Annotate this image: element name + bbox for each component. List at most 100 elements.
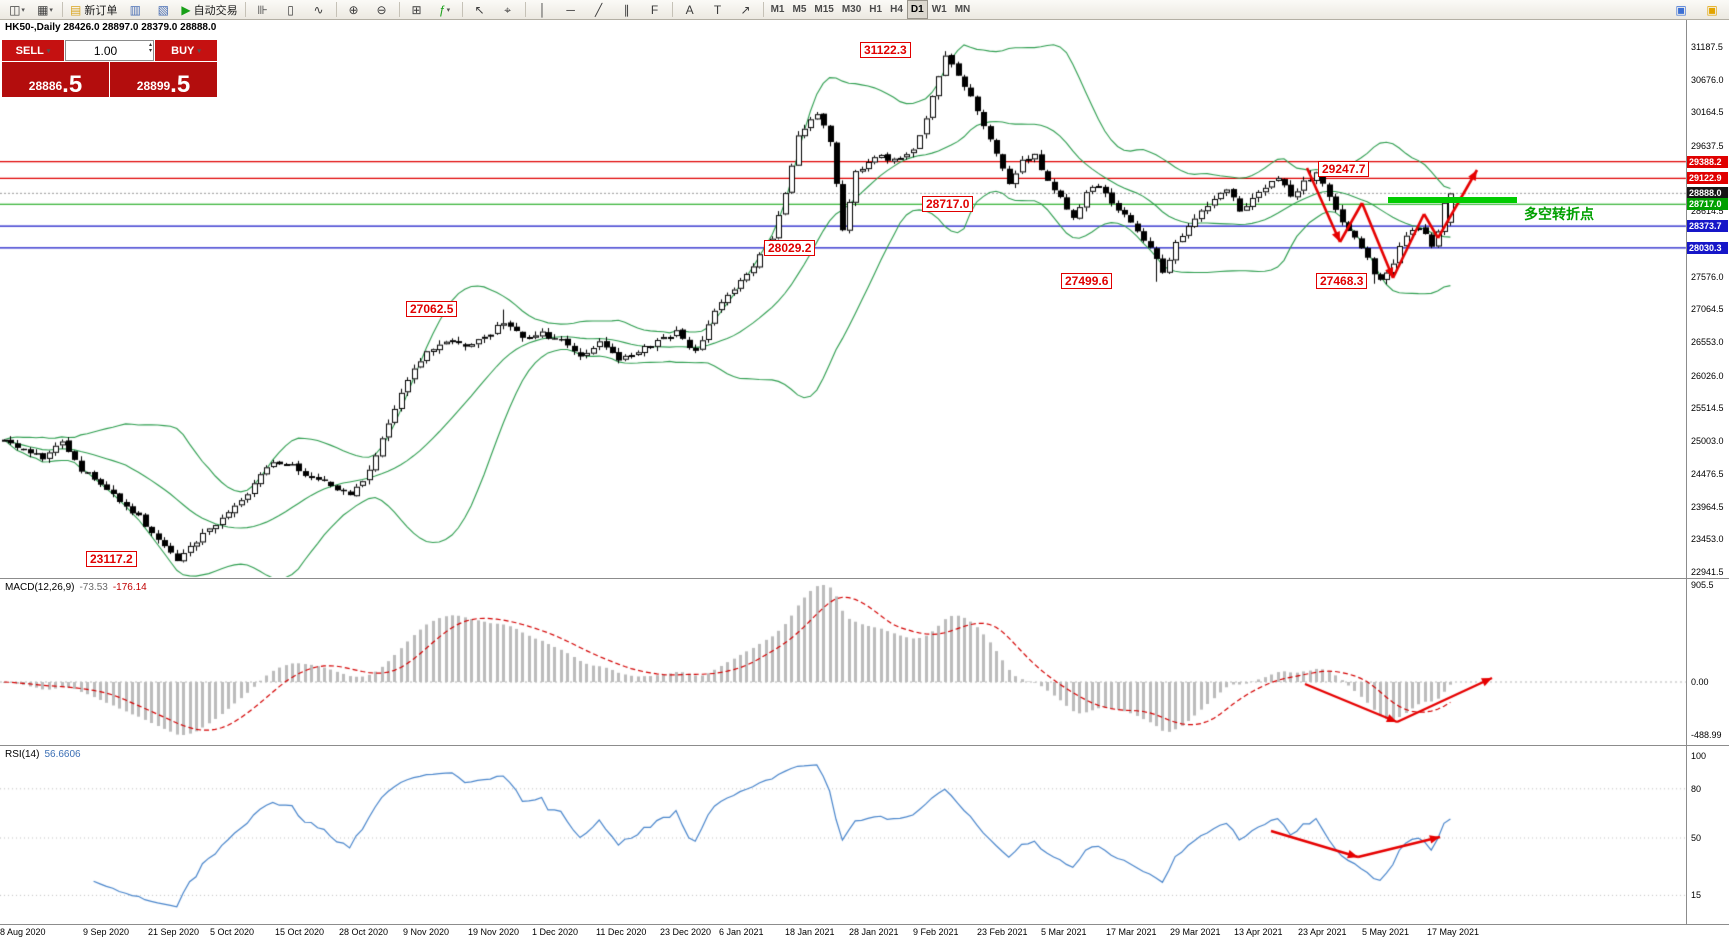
new-order-button[interactable]: ▤ 新订单 [67, 1, 120, 19]
crosshair-button[interactable]: ⌖ [495, 1, 521, 19]
price-swing-label[interactable]: 31122.3 [860, 42, 911, 58]
vertical-line-button[interactable]: │ [530, 1, 556, 19]
toolbar-separator [524, 2, 526, 17]
time-axis-label: 28 Jan 2021 [849, 927, 899, 937]
panel-separator[interactable] [0, 745, 1729, 746]
buy-button[interactable]: BUY ▾ [155, 40, 217, 61]
price-axis-label: 26553.0 [1691, 337, 1724, 347]
zoom-out-button[interactable]: ⊖ [369, 1, 395, 19]
zoom-in-button[interactable]: ⊕ [341, 1, 367, 19]
toolbar-separator [461, 2, 463, 17]
panel-separator[interactable] [0, 578, 1729, 579]
text-label-button[interactable]: T [705, 1, 731, 19]
zoom-out-icon: ⊖ [376, 2, 387, 17]
chevron-down-icon: ▾ [49, 6, 53, 14]
cursor-button[interactable]: ↖ [467, 1, 493, 19]
horizontal-line-button[interactable]: ─ [558, 1, 584, 19]
alert-icon-glyph: ▣ [1706, 2, 1718, 17]
timeframe-mn-button[interactable]: MN [951, 1, 975, 18]
alert-icon[interactable]: ▣ [1699, 1, 1725, 19]
main-toolbar: ◫ ▾ ▦ ▾ ▤ 新订单 ▥ ▧ ▶ 自动交易 ⊪ ▯ ∿ ⊕ ⊖ ⊞ ƒ ▾ ↖ ⌖ │ ─ ╱ ∥ F A T ↗ M1 M5 M15… [0, 0, 1729, 20]
equidistant-channel-icon: ∥ [623, 2, 630, 17]
timeframe-m1-button[interactable]: M1 [767, 1, 789, 18]
chart-profile-icon-glyph: ▣ [1675, 2, 1687, 17]
timeframe-m30-button[interactable]: M30 [838, 1, 865, 18]
timeframe-h4-button-label: H4 [890, 4, 903, 15]
chart-profile-icon[interactable]: ▣ [1668, 1, 1694, 19]
timeframe-m15-button[interactable]: M15 [810, 1, 837, 18]
price-axis-label: 25514.5 [1691, 403, 1724, 414]
chart-profiles-button[interactable]: ▦ ▾ [32, 1, 58, 19]
price-swing-label[interactable]: 28029.2 [764, 240, 816, 256]
time-axis-label: 6 Jan 2021 [719, 927, 764, 937]
market-watch-button[interactable]: ▥ [122, 1, 148, 19]
price-axis-label: 25003.0 [1691, 435, 1724, 446]
price-swing-label[interactable]: 23117.2 [86, 551, 137, 567]
indicators-button[interactable]: ƒ ▾ [432, 1, 458, 19]
price-axis-label: 30676.0 [1691, 74, 1724, 85]
chevron-down-icon: ▾ [21, 6, 25, 14]
chart-profiles-icon: ▦ [37, 2, 49, 17]
text-icon: A [685, 2, 694, 17]
toolbar-separator [671, 2, 673, 17]
text-button[interactable]: A [677, 1, 703, 19]
macd-indicator-label: MACD(12,26,9) -73.53 -176.14 [5, 582, 152, 593]
time-axis-label: 23 Apr 2021 [1298, 927, 1347, 937]
time-axis[interactable]: 8 Aug 2020 9 Sep 2020 21 Sep 2020 5 Oct 202… [0, 924, 1729, 941]
arrow-objects-button[interactable]: ↗ [733, 1, 759, 19]
rsi-axis-label: 100 [1691, 751, 1707, 761]
volume-input[interactable] [66, 42, 153, 59]
volume-spinner: ▴ ▾ [149, 42, 152, 54]
toolbar-separator [762, 2, 764, 17]
new-chart-button[interactable]: ◫ ▾ [4, 1, 30, 19]
tile-windows-button[interactable]: ⊞ [404, 1, 430, 19]
timeframe-m5-button[interactable]: M5 [788, 1, 810, 18]
timeframe-d1-button[interactable]: D1 [906, 0, 928, 19]
price-axis-label: 29637.5 [1691, 140, 1724, 151]
volume-field: ▴ ▾ [65, 40, 154, 61]
time-axis-label: 15 Oct 2020 [275, 927, 325, 937]
navigator-button[interactable]: ▧ [150, 1, 176, 19]
time-axis-label: 9 Sep 2020 [83, 927, 130, 937]
support-zone-bar[interactable] [1388, 197, 1517, 203]
price-swing-label[interactable]: 29247.7 [1318, 161, 1370, 177]
price-axis-label: 30164.5 [1691, 107, 1724, 118]
volume-decrease-icon[interactable]: ▾ [148, 48, 152, 54]
timeframe-h4-button[interactable]: H4 [886, 1, 907, 18]
rsi-indicator-label: RSI(14) 56.6606 [5, 749, 86, 760]
sell-button-label: SELL [15, 44, 44, 57]
price-axis-tag: 28888.0 [1687, 187, 1728, 200]
candlestick-chart-button[interactable]: ▯ [278, 1, 304, 19]
rsi-name: RSI(14) [5, 749, 40, 760]
auto-trading-button[interactable]: ▶ 自动交易 [178, 1, 240, 19]
price-swing-label[interactable]: 27468.3 [1316, 273, 1368, 289]
price-swing-label[interactable]: 27499.6 [1061, 273, 1113, 289]
market-watch-icon: ▥ [129, 2, 142, 17]
bid-price-display[interactable]: 28886 .5 [2, 62, 109, 97]
trendline-button[interactable]: ╱ [586, 1, 612, 19]
bar-chart-button[interactable]: ⊪ [250, 1, 276, 19]
trendline-icon: ╱ [594, 2, 603, 17]
line-chart-button[interactable]: ∿ [306, 1, 332, 19]
sell-button[interactable]: SELL ▾ [2, 40, 64, 61]
price-axis[interactable]: 31187.5 30676.0 30164.5 29637.5 28614.5 27576… [1686, 20, 1729, 924]
crosshair-icon: ⌖ [504, 2, 511, 17]
volume-increase-icon[interactable]: ▴ [148, 42, 152, 48]
equidistant-channel-button[interactable]: ∥ [614, 1, 640, 19]
price-axis-tag: 28717.0 [1687, 198, 1728, 211]
timeframe-h1-button-label: H1 [869, 4, 883, 15]
fibonacci-retracement-button[interactable]: F [642, 1, 668, 19]
time-axis-label: 18 Jan 2021 [785, 927, 835, 937]
fibonacci-retracement-icon: F [650, 2, 659, 17]
tile-windows-icon: ⊞ [411, 2, 422, 17]
timeframe-m30-button-label: M30 [841, 4, 862, 15]
price-swing-label[interactable]: 28717.0 [922, 196, 974, 212]
timeframe-h1-button[interactable]: H1 [865, 1, 886, 18]
timeframe-w1-button[interactable]: W1 [928, 1, 951, 18]
price-swing-label[interactable]: 27062.5 [406, 301, 458, 317]
navigator-icon: ▧ [157, 2, 170, 17]
ask-price-display[interactable]: 28899 .5 [110, 62, 217, 97]
price-axis-tag: 29388.2 [1687, 155, 1728, 168]
turning-point-label[interactable]: 多空转折点 [1524, 206, 1594, 222]
